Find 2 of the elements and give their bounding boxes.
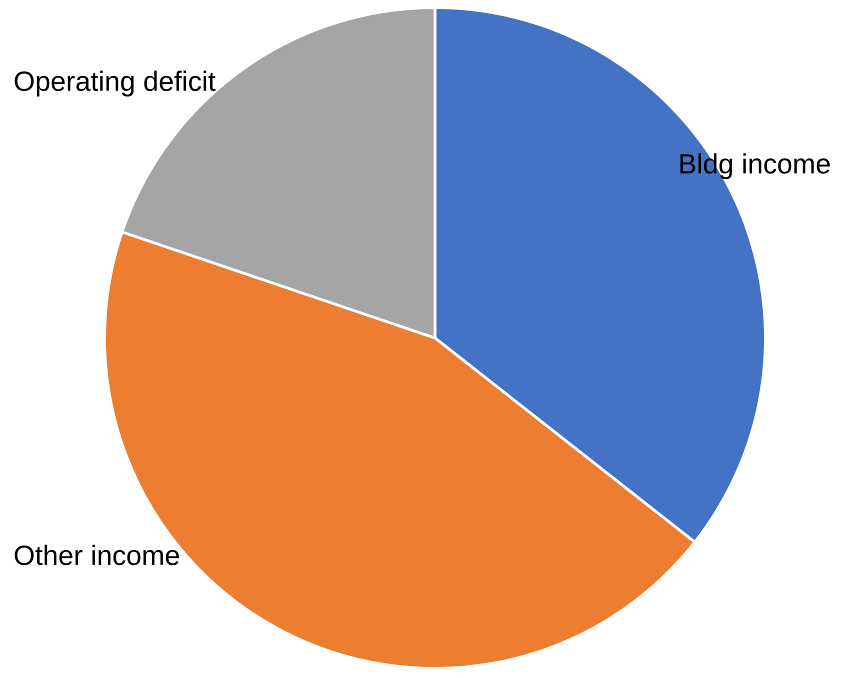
slice-label: Other income [14, 544, 179, 566]
slice-label: Operating deficit [14, 70, 216, 97]
